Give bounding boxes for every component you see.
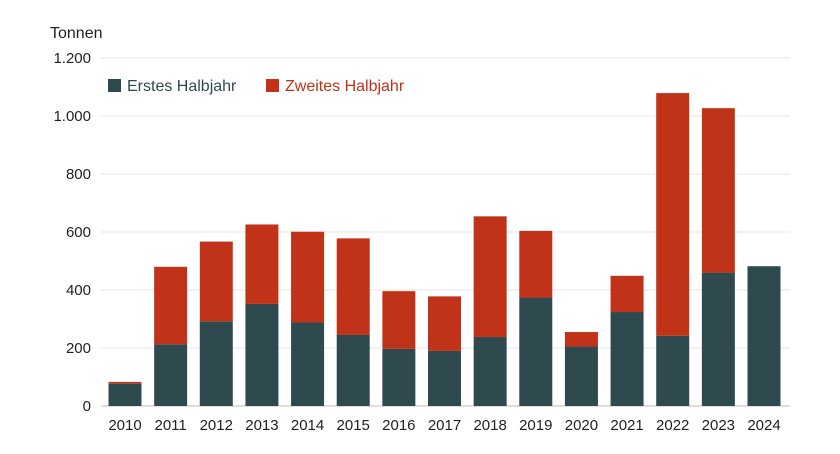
bar-2022-erstes-halbjahr (656, 335, 690, 406)
legend-swatch (266, 79, 279, 92)
bar-2014-erstes-halbjahr (291, 322, 325, 406)
x-tick-label: 2012 (200, 417, 233, 434)
bar-2010-erstes-halbjahr (108, 383, 142, 406)
y-tick-label: 200 (66, 340, 91, 357)
y-tick-label: 0 (83, 398, 91, 415)
legend-label: Zweites Halbjahr (285, 78, 405, 95)
y-tick-label: 1.000 (53, 108, 91, 125)
x-tick-label: 2015 (337, 417, 370, 434)
bar-2020-erstes-halbjahr (564, 346, 598, 406)
bar-2022-zweites-halbjahr (656, 93, 690, 336)
x-tick-label: 2017 (428, 417, 461, 434)
bar-2011-erstes-halbjahr (154, 344, 188, 406)
x-tick-label: 2019 (519, 417, 552, 434)
legend-swatch (108, 79, 121, 92)
bar-2021-erstes-halbjahr (610, 312, 644, 406)
y-tick-label: 400 (66, 282, 91, 299)
bars (108, 93, 781, 406)
bar-2023-erstes-halbjahr (701, 272, 735, 406)
x-tick-label: 2013 (245, 417, 278, 434)
y-tick-label: 1.200 (53, 50, 91, 67)
bar-2017-erstes-halbjahr (428, 350, 461, 406)
bar-2018-zweites-halbjahr (473, 216, 507, 337)
legend-label: Erstes Halbjahr (127, 78, 237, 95)
y-axis-tick-labels: 0 200 400 600 800 1.000 1.200 (53, 50, 91, 415)
bar-2024-erstes-halbjahr (747, 266, 781, 406)
x-tick-label: 2024 (747, 417, 780, 434)
x-tick-label: 2022 (656, 417, 689, 434)
legend: Erstes Halbjahr Zweites Halbjahr (108, 78, 405, 95)
x-tick-label: 2018 (473, 417, 506, 434)
x-tick-label: 2014 (291, 417, 324, 434)
bar-2020-zweites-halbjahr (564, 332, 598, 347)
bar-2019-erstes-halbjahr (519, 297, 553, 406)
bar-2014-zweites-halbjahr (291, 231, 325, 323)
bar-2010-zweites-halbjahr (108, 381, 142, 384)
y-tick-label: 600 (66, 224, 91, 241)
x-tick-label: 2011 (155, 417, 187, 434)
bar-2023-zweites-halbjahr (701, 108, 735, 273)
bar-2016-erstes-halbjahr (382, 348, 416, 406)
y-axis-unit-label: Tonnen (50, 25, 103, 42)
x-tick-label: 2021 (610, 417, 643, 434)
bar-2017-zweites-halbjahr (428, 296, 461, 351)
x-tick-label: 2020 (565, 417, 598, 434)
bar-2013-erstes-halbjahr (245, 303, 279, 406)
bar-2018-erstes-halbjahr (473, 336, 507, 406)
bar-2011-zweites-halbjahr (154, 266, 188, 345)
bar-2013-zweites-halbjahr (245, 224, 279, 304)
x-tick-label: 2010 (108, 417, 141, 434)
x-tick-label: 2023 (702, 417, 735, 434)
bar-2015-zweites-halbjahr (336, 238, 370, 335)
bar-2012-erstes-halbjahr (199, 321, 233, 406)
bar-2016-zweites-halbjahr (382, 291, 416, 349)
x-tick-label: 2016 (382, 417, 415, 434)
x-axis-tick-labels: 2010 2011 2012 2013 2014 2015 2016 2017 2018 2019… (108, 417, 780, 434)
bar-2015-erstes-halbjahr (336, 334, 370, 406)
y-tick-label: 800 (66, 166, 91, 183)
bar-2021-zweites-halbjahr (610, 275, 644, 313)
bar-2012-zweites-halbjahr (199, 241, 233, 322)
bar-2019-zweites-halbjahr (519, 230, 553, 298)
